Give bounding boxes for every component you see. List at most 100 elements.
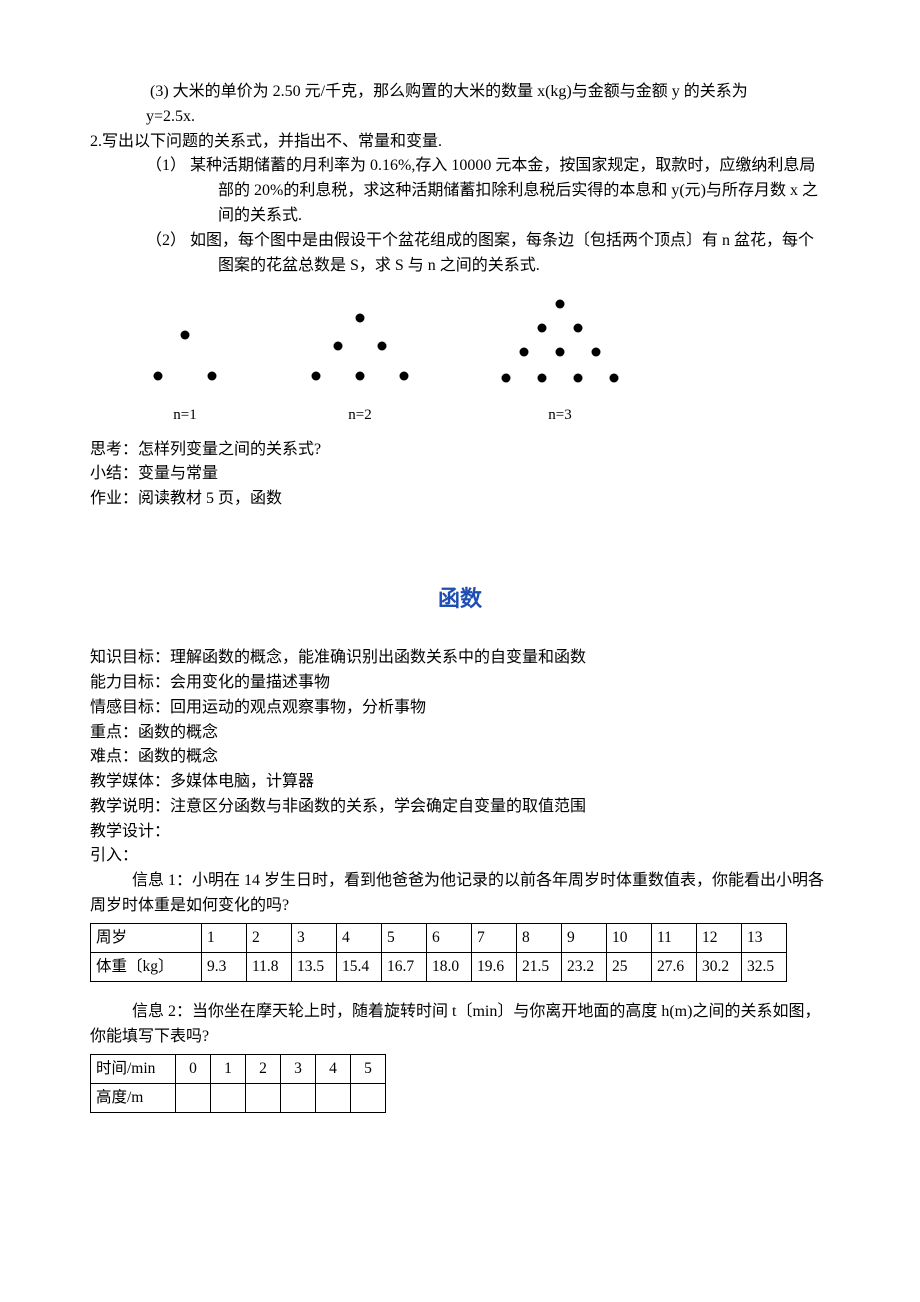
- table-cell: 1: [202, 923, 247, 952]
- dot-diagram-row: n=1 n=2 n=3: [130, 290, 830, 427]
- text: 信息 2：当你坐在摩天轮上时，随着旋转时间 t〔min〕与你离开地面的高度 h(…: [90, 1003, 820, 1045]
- table-cell: 27.6: [652, 952, 697, 981]
- spacer: [90, 982, 830, 1000]
- table-cell: 0: [176, 1054, 211, 1083]
- diagram-n1: n=1: [130, 310, 240, 427]
- table-cell: 23.2: [562, 952, 607, 981]
- table-cell: 13.5: [292, 952, 337, 981]
- dot-icon: [356, 372, 365, 381]
- info1-lead-line1: 信息 1：小明在 14 岁生日时，看到他爸爸为他记录的以前各年周岁时体重数值表，…: [90, 869, 830, 919]
- diagram-n3: n=3: [480, 290, 640, 427]
- dot-icon: [356, 314, 365, 323]
- dot-icon: [538, 374, 547, 383]
- table-cell: 32.5: [742, 952, 787, 981]
- table-cell: 13: [742, 923, 787, 952]
- table-cell: [281, 1083, 316, 1112]
- table-cell: 9.3: [202, 952, 247, 981]
- table-cell: 18.0: [427, 952, 472, 981]
- page: (3) 大米的单价为 2.50 元/千克，那么购置的大米的数量 x(kg)与金额…: [0, 0, 920, 1302]
- goal-ability: 能力目标：会用变化的量描述事物: [90, 671, 830, 696]
- table-cell: 9: [562, 923, 607, 952]
- teaching-note: 教学说明：注意区分函数与非函数的关系，学会确定自变量的取值范围: [90, 795, 830, 820]
- table-cell: 3: [292, 923, 337, 952]
- table-row: 时间/min 012345: [91, 1054, 386, 1083]
- marker: （1）: [146, 157, 186, 174]
- dot-icon: [538, 324, 547, 333]
- row-label-age: 周岁: [91, 923, 202, 952]
- table-cell: 3: [281, 1054, 316, 1083]
- dot-svg-n1: [130, 310, 240, 400]
- table-cell: [176, 1083, 211, 1112]
- section-title: 函数: [90, 582, 830, 616]
- table-row: 体重〔kg〕 9.311.813.515.416.718.019.621.523…: [91, 952, 787, 981]
- text: 2.写出以下问题的关系式，并指出不、常量和变量.: [90, 133, 442, 150]
- table-cell: 11.8: [247, 952, 292, 981]
- table-cell: 5: [382, 923, 427, 952]
- dot-icon: [312, 372, 321, 381]
- dot-icon: [208, 372, 217, 381]
- table-cell: 7: [472, 923, 517, 952]
- text: 如图，每个图中是由假设干个盆花组成的图案，每条边〔包括两个顶点〕有 n 盆花，每…: [190, 232, 814, 274]
- list-item-3: (3) 大米的单价为 2.50 元/千克，那么购置的大米的数量 x(kg)与金额…: [90, 80, 830, 105]
- info2-lead: 信息 2：当你坐在摩天轮上时，随着旋转时间 t〔min〕与你离开地面的高度 h(…: [90, 1000, 830, 1050]
- table-cell: 2: [247, 923, 292, 952]
- goal-knowledge: 知识目标：理解函数的概念，能准确识别出函数关系中的自变量和函数: [90, 646, 830, 671]
- dot-icon: [154, 372, 163, 381]
- table-cell: 21.5: [517, 952, 562, 981]
- dot-icon: [520, 348, 529, 357]
- table-cell: 30.2: [697, 952, 742, 981]
- table-cell: 6: [427, 923, 472, 952]
- caption-n1: n=1: [130, 404, 240, 427]
- dot-icon: [574, 324, 583, 333]
- row-label-weight: 体重〔kg〕: [91, 952, 202, 981]
- dot-svg-n3: [480, 290, 640, 400]
- table-cell: [351, 1083, 386, 1112]
- table-cell: 1: [211, 1054, 246, 1083]
- hard-point: 难点：函数的概念: [90, 745, 830, 770]
- table-row: 高度/m: [91, 1083, 386, 1112]
- dot-icon: [502, 374, 511, 383]
- table-cell: 2: [246, 1054, 281, 1083]
- key-point: 重点：函数的概念: [90, 721, 830, 746]
- dot-icon: [610, 374, 619, 383]
- table-row: 周岁 12345678910111213: [91, 923, 787, 952]
- marker: （2）: [146, 232, 186, 249]
- table-cell: 16.7: [382, 952, 427, 981]
- dot-icon: [592, 348, 601, 357]
- goal-emotion: 情感目标：回用运动的观点观察事物，分析事物: [90, 696, 830, 721]
- teaching-media: 教学媒体：多媒体电脑，计算器: [90, 770, 830, 795]
- teaching-design: 教学设计：: [90, 820, 830, 845]
- list-item-2-header: 2.写出以下问题的关系式，并指出不、常量和变量.: [90, 130, 830, 155]
- text: (3) 大米的单价为 2.50 元/千克，那么购置的大米的数量 x(kg)与金额…: [150, 83, 748, 100]
- dot-icon: [556, 348, 565, 357]
- table-cell: 11: [652, 923, 697, 952]
- summary-line: 小结：变量与常量: [90, 462, 830, 487]
- row-label-time: 时间/min: [91, 1054, 176, 1083]
- table-cell: 5: [351, 1054, 386, 1083]
- sub-item-1: （1） 某种活期储蓄的月利率为 0.16%,存入 10000 元本金，按国家规定…: [90, 154, 830, 228]
- row-label-height: 高度/m: [91, 1083, 176, 1112]
- table-cell: 4: [316, 1054, 351, 1083]
- text: 信息 1：小明在 14 岁生日时，看到他爸爸为他记录的以前各年周岁时体重数值表，…: [90, 872, 824, 914]
- dot-icon: [181, 331, 190, 340]
- intro: 引入：: [90, 844, 830, 869]
- diagram-n2: n=2: [290, 300, 430, 427]
- text: y=2.5x.: [146, 108, 195, 125]
- table-cell: [246, 1083, 281, 1112]
- table-cell: [316, 1083, 351, 1112]
- table-cell: [211, 1083, 246, 1112]
- think-line: 思考：怎样列变量之间的关系式?: [90, 438, 830, 463]
- dot-icon: [378, 342, 387, 351]
- dot-icon: [574, 374, 583, 383]
- table-cell: 12: [697, 923, 742, 952]
- table-cell: 25: [607, 952, 652, 981]
- dot-icon: [334, 342, 343, 351]
- height-table: 时间/min 012345 高度/m: [90, 1054, 386, 1113]
- homework-line: 作业：阅读教材 5 页，函数: [90, 487, 830, 512]
- equation-y: y=2.5x.: [90, 105, 830, 130]
- dot-svg-n2: [290, 300, 430, 400]
- table-cell: 10: [607, 923, 652, 952]
- table-cell: 19.6: [472, 952, 517, 981]
- weight-table: 周岁 12345678910111213 体重〔kg〕 9.311.813.51…: [90, 923, 787, 982]
- table-cell: 8: [517, 923, 562, 952]
